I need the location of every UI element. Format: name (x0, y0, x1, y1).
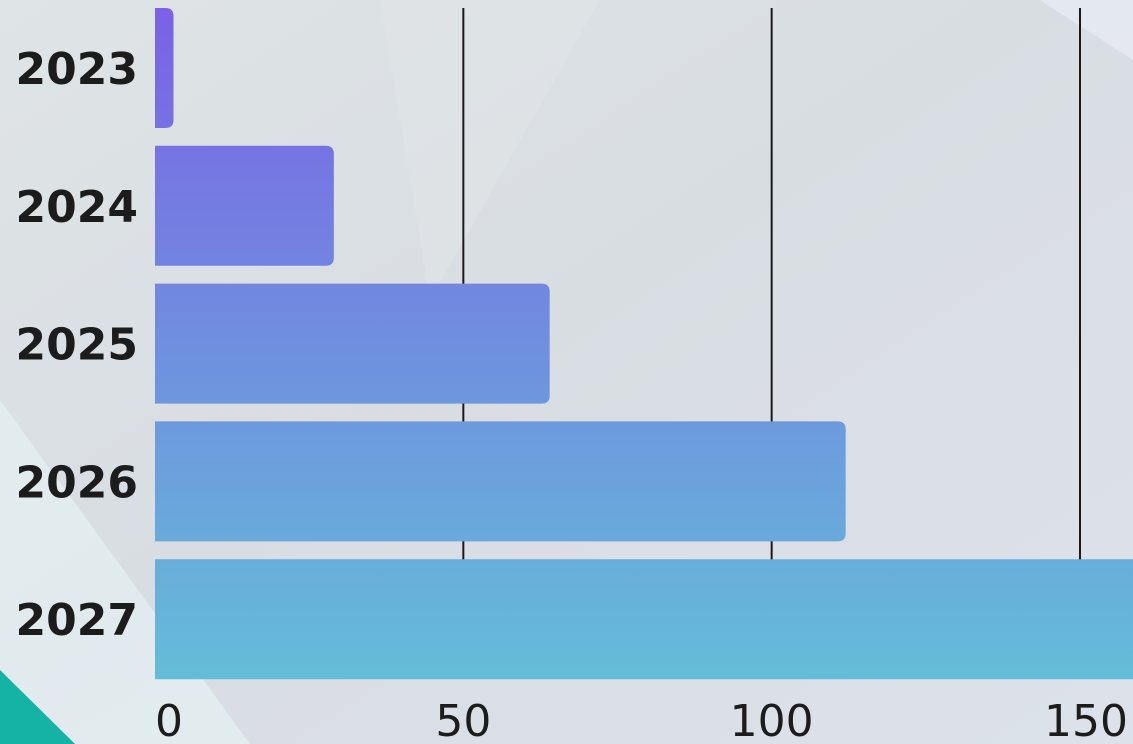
bar-2027 (155, 559, 1133, 680)
category-label-2024: 2024 (16, 182, 138, 233)
x-tick-label-50: 50 (435, 696, 491, 744)
x-tick-label-150: 150 (1044, 696, 1128, 744)
category-label-2026: 2026 (16, 457, 138, 508)
category-label-2027: 2027 (16, 595, 138, 646)
corner-accent (0, 670, 75, 744)
bar-2023 (155, 8, 174, 128)
bar-2024 (155, 145, 334, 266)
x-tick-label-100: 100 (730, 696, 814, 744)
category-labels: 2023 2024 2025 2026 2027 (16, 44, 138, 646)
x-axis-tick-labels: 0 50 100 150 (155, 696, 1128, 744)
category-label-2023: 2023 (16, 44, 138, 95)
bar-2026 (155, 421, 846, 542)
bars (155, 8, 1133, 680)
category-label-2025: 2025 (16, 320, 138, 371)
x-tick-label-0: 0 (155, 696, 183, 744)
bar-2025 (155, 283, 550, 404)
